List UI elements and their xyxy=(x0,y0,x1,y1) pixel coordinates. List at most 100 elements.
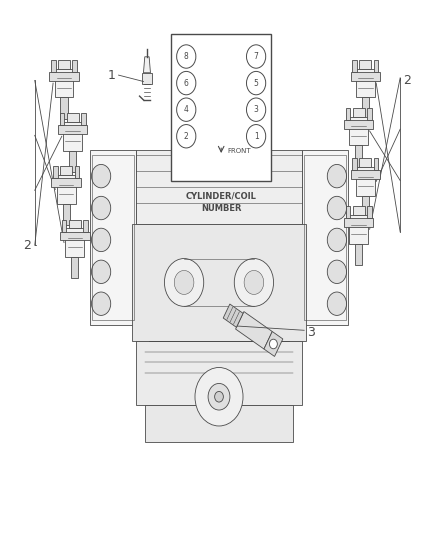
Bar xyxy=(352,158,357,171)
Text: 1: 1 xyxy=(108,69,116,82)
Bar xyxy=(60,231,90,240)
Bar xyxy=(359,60,371,69)
Bar xyxy=(367,206,372,219)
Bar xyxy=(66,228,85,257)
Bar xyxy=(136,341,302,405)
Circle shape xyxy=(92,260,111,284)
Bar xyxy=(349,215,368,244)
Circle shape xyxy=(92,165,111,188)
Bar xyxy=(69,220,81,228)
Circle shape xyxy=(92,292,111,316)
Bar xyxy=(346,206,350,219)
Text: 1: 1 xyxy=(254,132,258,141)
Bar xyxy=(350,171,380,179)
Bar xyxy=(353,108,364,117)
Bar xyxy=(145,405,293,442)
Bar xyxy=(51,60,56,72)
Bar xyxy=(142,72,152,84)
Bar xyxy=(57,175,76,204)
Circle shape xyxy=(177,45,196,68)
Text: NUMBER: NUMBER xyxy=(201,204,241,213)
Bar xyxy=(90,150,136,325)
Bar xyxy=(58,125,88,134)
Circle shape xyxy=(92,228,111,252)
Bar xyxy=(58,60,70,69)
Polygon shape xyxy=(144,57,150,72)
Bar xyxy=(60,98,67,119)
Text: 7: 7 xyxy=(254,52,258,61)
Polygon shape xyxy=(264,332,283,357)
Text: 6: 6 xyxy=(184,78,189,87)
Circle shape xyxy=(247,125,266,148)
Text: 2: 2 xyxy=(403,74,411,87)
Text: FRONT: FRONT xyxy=(228,148,251,154)
Bar xyxy=(81,114,86,125)
Bar xyxy=(374,60,378,72)
Bar xyxy=(362,196,369,217)
Circle shape xyxy=(195,368,243,426)
Text: 2: 2 xyxy=(23,239,31,252)
Bar xyxy=(92,155,134,320)
Bar xyxy=(53,166,58,179)
Bar xyxy=(350,72,380,80)
Circle shape xyxy=(234,259,274,306)
Bar xyxy=(349,117,368,146)
Bar xyxy=(63,204,70,225)
Bar xyxy=(359,158,371,167)
Bar xyxy=(352,60,357,72)
Bar xyxy=(356,69,374,98)
Polygon shape xyxy=(223,304,243,327)
Bar xyxy=(355,244,362,265)
Circle shape xyxy=(327,165,346,188)
Bar xyxy=(55,69,74,98)
Text: 8: 8 xyxy=(184,52,189,61)
Circle shape xyxy=(247,45,266,68)
Bar xyxy=(302,150,348,325)
Circle shape xyxy=(327,292,346,316)
Text: CYLINDER/COIL: CYLINDER/COIL xyxy=(186,191,257,200)
Bar xyxy=(136,150,302,224)
Bar xyxy=(346,108,350,120)
Circle shape xyxy=(92,196,111,220)
Bar xyxy=(83,220,88,231)
Bar xyxy=(60,114,64,125)
Circle shape xyxy=(177,71,196,95)
Text: 5: 5 xyxy=(254,78,258,87)
Bar xyxy=(74,166,79,179)
Circle shape xyxy=(327,260,346,284)
Circle shape xyxy=(327,228,346,252)
Circle shape xyxy=(177,98,196,122)
Circle shape xyxy=(164,259,204,306)
Bar xyxy=(171,34,272,181)
Text: 4: 4 xyxy=(184,105,189,114)
Circle shape xyxy=(177,125,196,148)
Bar xyxy=(51,179,81,187)
Circle shape xyxy=(247,71,266,95)
Bar xyxy=(355,146,362,167)
Bar xyxy=(304,155,346,320)
Polygon shape xyxy=(236,312,272,349)
Bar xyxy=(362,98,369,119)
Bar xyxy=(67,114,79,122)
Bar xyxy=(49,72,79,80)
Bar xyxy=(71,257,78,278)
Circle shape xyxy=(208,383,230,410)
Text: 2: 2 xyxy=(184,132,189,141)
Circle shape xyxy=(269,339,277,349)
Circle shape xyxy=(174,270,194,294)
Bar xyxy=(72,60,77,72)
Bar xyxy=(62,220,67,231)
Bar xyxy=(69,151,76,172)
Text: 3: 3 xyxy=(307,326,314,340)
Bar xyxy=(374,158,378,171)
Circle shape xyxy=(244,270,264,294)
Bar xyxy=(64,122,82,151)
Circle shape xyxy=(215,391,223,402)
Bar xyxy=(344,120,374,128)
Bar xyxy=(344,219,374,227)
Bar xyxy=(356,167,374,196)
Circle shape xyxy=(247,98,266,122)
Bar xyxy=(60,166,72,175)
Text: 3: 3 xyxy=(254,105,258,114)
Circle shape xyxy=(327,196,346,220)
